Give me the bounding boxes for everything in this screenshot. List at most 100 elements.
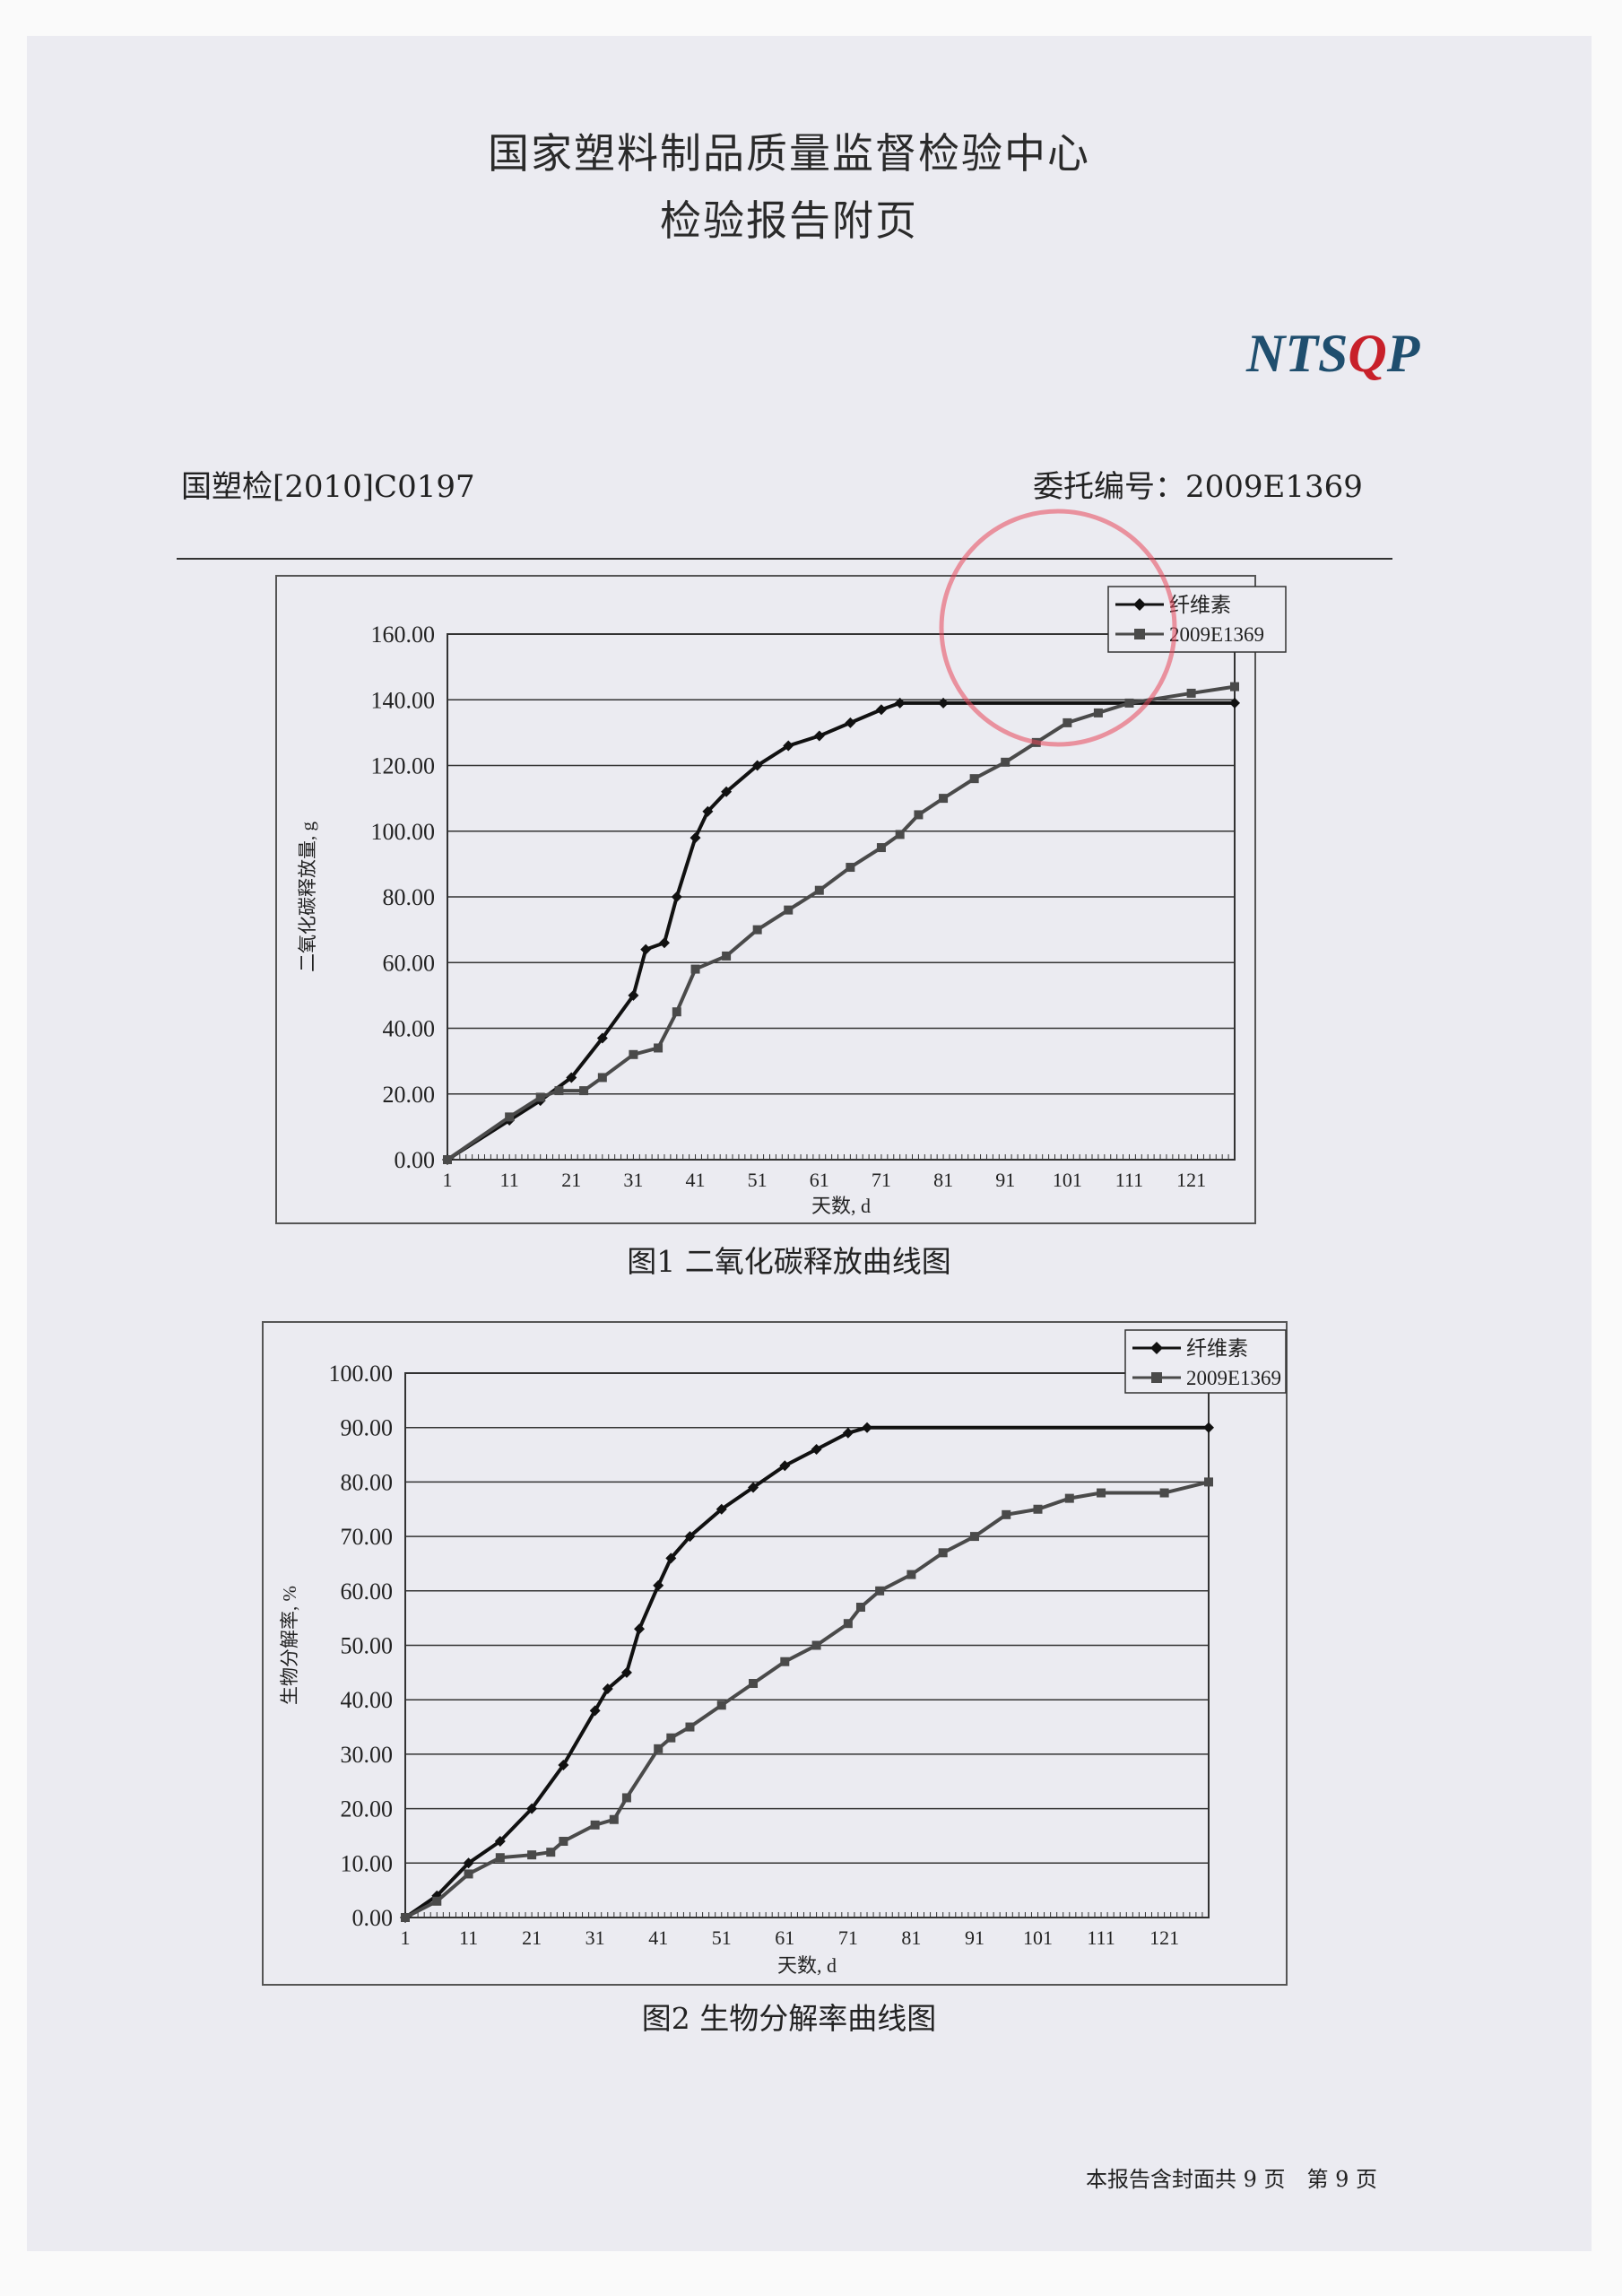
x-tick-label: 91	[995, 1169, 1015, 1191]
commission-number: 委托编号：2009E1369	[1033, 469, 1363, 505]
data-point-square	[895, 830, 905, 839]
y-tick-label: 80.00	[383, 884, 436, 910]
data-point-diamond	[862, 1422, 873, 1433]
chart2-caption: 图2 生物分解率曲线图	[641, 2001, 937, 2036]
document-title: 国家塑料制品质量监督检验中心	[488, 129, 1090, 178]
x-tick-label: 71	[872, 1169, 891, 1191]
data-point-square	[855, 1603, 865, 1613]
data-point-diamond	[640, 944, 652, 955]
data-point-square	[546, 1848, 556, 1857]
data-point-diamond	[566, 1072, 577, 1083]
data-point-diamond	[702, 805, 714, 817]
data-point-diamond	[716, 1503, 727, 1515]
x-tick-label: 51	[712, 1926, 732, 1949]
chart1-caption: 图1 二氧化碳释放曲线图	[627, 1244, 951, 1279]
x-tick-label: 41	[648, 1926, 668, 1949]
legend-label: 2009E1369	[1169, 623, 1264, 646]
report-number: 国塑检[2010]C0197	[181, 469, 475, 505]
data-point-square	[876, 843, 886, 853]
data-point-square	[1002, 1509, 1011, 1519]
data-point-square	[1097, 1488, 1106, 1498]
chart1-frame	[275, 575, 1256, 1224]
data-point-square	[1064, 1493, 1074, 1503]
data-point-diamond	[665, 1552, 677, 1564]
x-tick-label: 21	[561, 1169, 581, 1191]
data-point-square	[443, 1155, 452, 1164]
x-tick-label: 21	[522, 1926, 542, 1949]
data-point-diamond	[671, 891, 682, 902]
y-tick-label: 100.00	[371, 819, 436, 845]
data-point-diamond	[690, 832, 701, 844]
data-point-square	[1001, 757, 1010, 767]
data-point-square	[621, 1793, 631, 1803]
data-point-diamond	[811, 1443, 822, 1455]
data-point-diamond	[526, 1803, 538, 1814]
data-point-square	[672, 1007, 681, 1017]
header-divider	[177, 558, 1392, 560]
data-point-diamond	[813, 730, 825, 742]
series-line-0	[446, 700, 1235, 1161]
data-point-diamond	[658, 937, 670, 949]
data-point-square	[579, 1086, 589, 1096]
x-tick-label: 111	[1087, 1926, 1115, 1949]
data-point-square	[1230, 682, 1239, 691]
x-tick-label: 121	[1176, 1169, 1206, 1191]
data-point-square	[1186, 688, 1196, 698]
data-point-square	[666, 1733, 676, 1743]
data-point-square	[1033, 1504, 1043, 1514]
data-point-square	[505, 1112, 515, 1122]
data-point-square	[495, 1853, 505, 1863]
data-point-square	[716, 1700, 726, 1710]
x-tick-label: 81	[901, 1926, 921, 1949]
data-point-square	[780, 1657, 790, 1666]
legend-label: 纤维素	[1186, 1337, 1248, 1360]
data-point-square	[597, 1073, 607, 1083]
data-point-square	[432, 1896, 442, 1906]
legend-diamond-icon	[1150, 1342, 1163, 1354]
data-point-square	[654, 1043, 664, 1053]
data-point-square	[969, 774, 979, 784]
chart2-frame	[262, 1321, 1288, 1986]
y-tick-label: 50.00	[341, 1633, 394, 1659]
data-point-diamond	[558, 1760, 569, 1771]
data-point-square	[535, 1092, 545, 1102]
x-axis-label: 天数, d	[777, 1954, 837, 1977]
data-point-square	[914, 810, 924, 820]
y-tick-label: 140.00	[371, 687, 436, 713]
data-point-diamond	[1203, 1422, 1214, 1433]
data-point-square	[722, 951, 732, 961]
y-tick-label: 160.00	[371, 622, 436, 648]
x-tick-label: 81	[933, 1169, 953, 1191]
ntsqp-logo: NTSQP	[1246, 323, 1419, 385]
data-point-square	[464, 1869, 473, 1879]
x-tick-label: 11	[459, 1926, 478, 1949]
y-tick-label: 20.00	[341, 1796, 394, 1822]
y-tick-label: 20.00	[383, 1082, 436, 1108]
data-point-diamond	[875, 704, 887, 716]
x-tick-label: 91	[965, 1926, 984, 1949]
data-point-square	[784, 905, 794, 915]
y-tick-label: 10.00	[341, 1850, 394, 1876]
y-tick-label: 60.00	[383, 950, 436, 976]
x-tick-label: 71	[838, 1926, 858, 1949]
x-tick-label: 61	[775, 1926, 794, 1949]
data-point-square	[654, 1744, 664, 1753]
data-point-diamond	[842, 1427, 854, 1439]
data-point-diamond	[589, 1705, 601, 1717]
data-point-diamond	[628, 989, 639, 1001]
y-tick-label: 120.00	[371, 753, 436, 779]
logo-suffix: P	[1386, 324, 1420, 383]
data-point-diamond	[494, 1836, 506, 1848]
x-axis-label: 天数, d	[811, 1195, 871, 1217]
logo-q: Q	[1348, 324, 1387, 383]
data-point-diamond	[748, 1482, 759, 1493]
data-point-square	[846, 863, 855, 873]
data-point-square	[554, 1086, 564, 1096]
x-tick-label: 101	[1023, 1926, 1053, 1949]
data-point-square	[1159, 1488, 1169, 1498]
y-axis-label: 生物分解率, %	[279, 1586, 300, 1705]
x-tick-label: 31	[623, 1169, 643, 1191]
data-point-square	[811, 1640, 821, 1650]
document-page	[27, 36, 1592, 2251]
